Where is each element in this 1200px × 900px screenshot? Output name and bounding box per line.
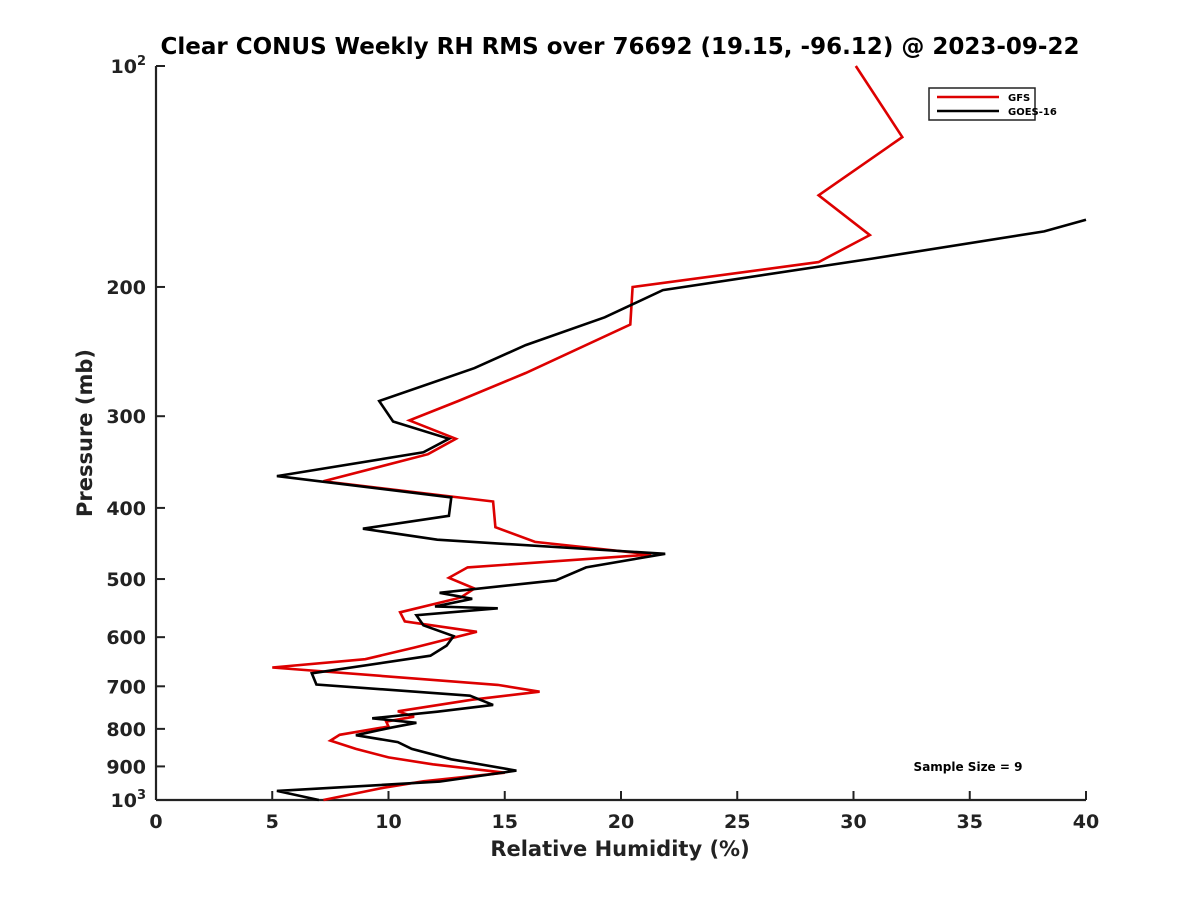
x-tick-label: 25 bbox=[724, 811, 750, 833]
x-tick-label: 20 bbox=[608, 811, 634, 833]
series-line-gfs bbox=[272, 65, 905, 802]
x-tick-label: 30 bbox=[840, 811, 866, 833]
x-tick-label: 5 bbox=[266, 811, 279, 833]
chart-title: Clear CONUS Weekly RH RMS over 76692 (19… bbox=[161, 34, 1080, 60]
x-axis-label: Relative Humidity (%) bbox=[490, 837, 749, 861]
y-tick-label: 700 bbox=[106, 676, 146, 698]
y-tick-label: 102 bbox=[111, 54, 147, 78]
x-tick-label: 0 bbox=[149, 811, 162, 833]
y-tick-label: 200 bbox=[106, 277, 146, 299]
y-axis-label: Pressure (mb) bbox=[73, 349, 97, 517]
legend-label: GFS bbox=[1008, 93, 1030, 104]
y-tick-label: 600 bbox=[106, 627, 146, 649]
x-tick-label: 35 bbox=[957, 811, 983, 833]
y-tick-label: 103 bbox=[111, 788, 147, 812]
legend: GFS GOES-16 bbox=[928, 87, 1057, 121]
x-tick-label: 40 bbox=[1073, 811, 1099, 833]
y-tick-label: 800 bbox=[106, 719, 146, 741]
series-line-goes-16 bbox=[276, 218, 1087, 802]
legend-box bbox=[928, 87, 1036, 121]
series-layer bbox=[272, 65, 1087, 802]
y-tick-label: 500 bbox=[106, 569, 146, 591]
y-tick-label: 400 bbox=[106, 498, 146, 520]
x-tick-label: 15 bbox=[492, 811, 518, 833]
x-tick-label: 10 bbox=[375, 811, 401, 833]
y-tick-label: 900 bbox=[106, 756, 146, 778]
legend-label: GOES-16 bbox=[1008, 107, 1057, 118]
axes: 0 5 10 15 20 25 30 35 40 102 200 300 400 500 600 700 800… bbox=[106, 54, 1099, 833]
sample-size-annotation: Sample Size = 9 bbox=[914, 760, 1023, 774]
y-tick-label: 300 bbox=[106, 406, 146, 428]
